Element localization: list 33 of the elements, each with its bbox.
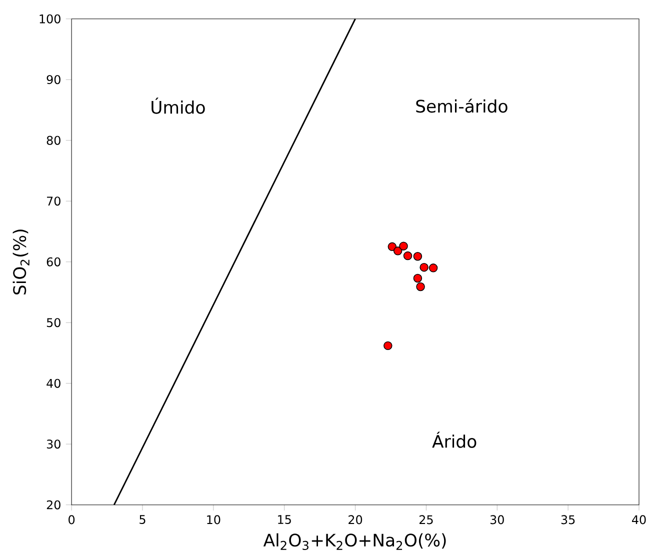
point [403, 251, 412, 260]
y-tick-label: 40 [46, 378, 60, 388]
point [413, 252, 422, 261]
x-tick-label: 20 [348, 514, 362, 524]
point [413, 274, 422, 282]
annotation: Semi-árido [416, 98, 508, 113]
y-tick-label: 20 [46, 500, 60, 510]
y-axis-title: SiO$_{2}$(%) [12, 229, 30, 294]
y-tick-label: 50 [46, 318, 60, 327]
y-tick-label: 30 [46, 439, 60, 448]
point [420, 262, 428, 272]
x-tick-label: 10 [207, 514, 220, 524]
y-tick-label: 80 [46, 136, 60, 145]
x-tick-label: 40 [632, 514, 646, 524]
point [416, 282, 425, 291]
x-tick-label: 5 [140, 514, 146, 524]
annotation: Úmido [152, 97, 205, 114]
x-tick-label: 15 [278, 514, 291, 524]
point [384, 341, 392, 350]
text: Al$_{2}$O$_{3}$+K$_{2}$O+Na$_{2}$O(%) [263, 533, 446, 550]
annotation: Árido [432, 431, 476, 448]
y-tick-label: 60 [46, 257, 60, 266]
y-tick-label: 100 [40, 14, 60, 24]
point [399, 241, 408, 250]
point [393, 246, 402, 256]
y-tick-label: 90 [46, 74, 60, 84]
x-tick-label: 30 [490, 514, 504, 524]
x-tick-label: 0 [68, 514, 75, 524]
x-tick-label: 35 [561, 514, 575, 524]
point [428, 263, 438, 272]
x-tick-label: 25 [419, 514, 433, 524]
y-tick-label: 70 [47, 196, 60, 206]
point [388, 242, 397, 251]
